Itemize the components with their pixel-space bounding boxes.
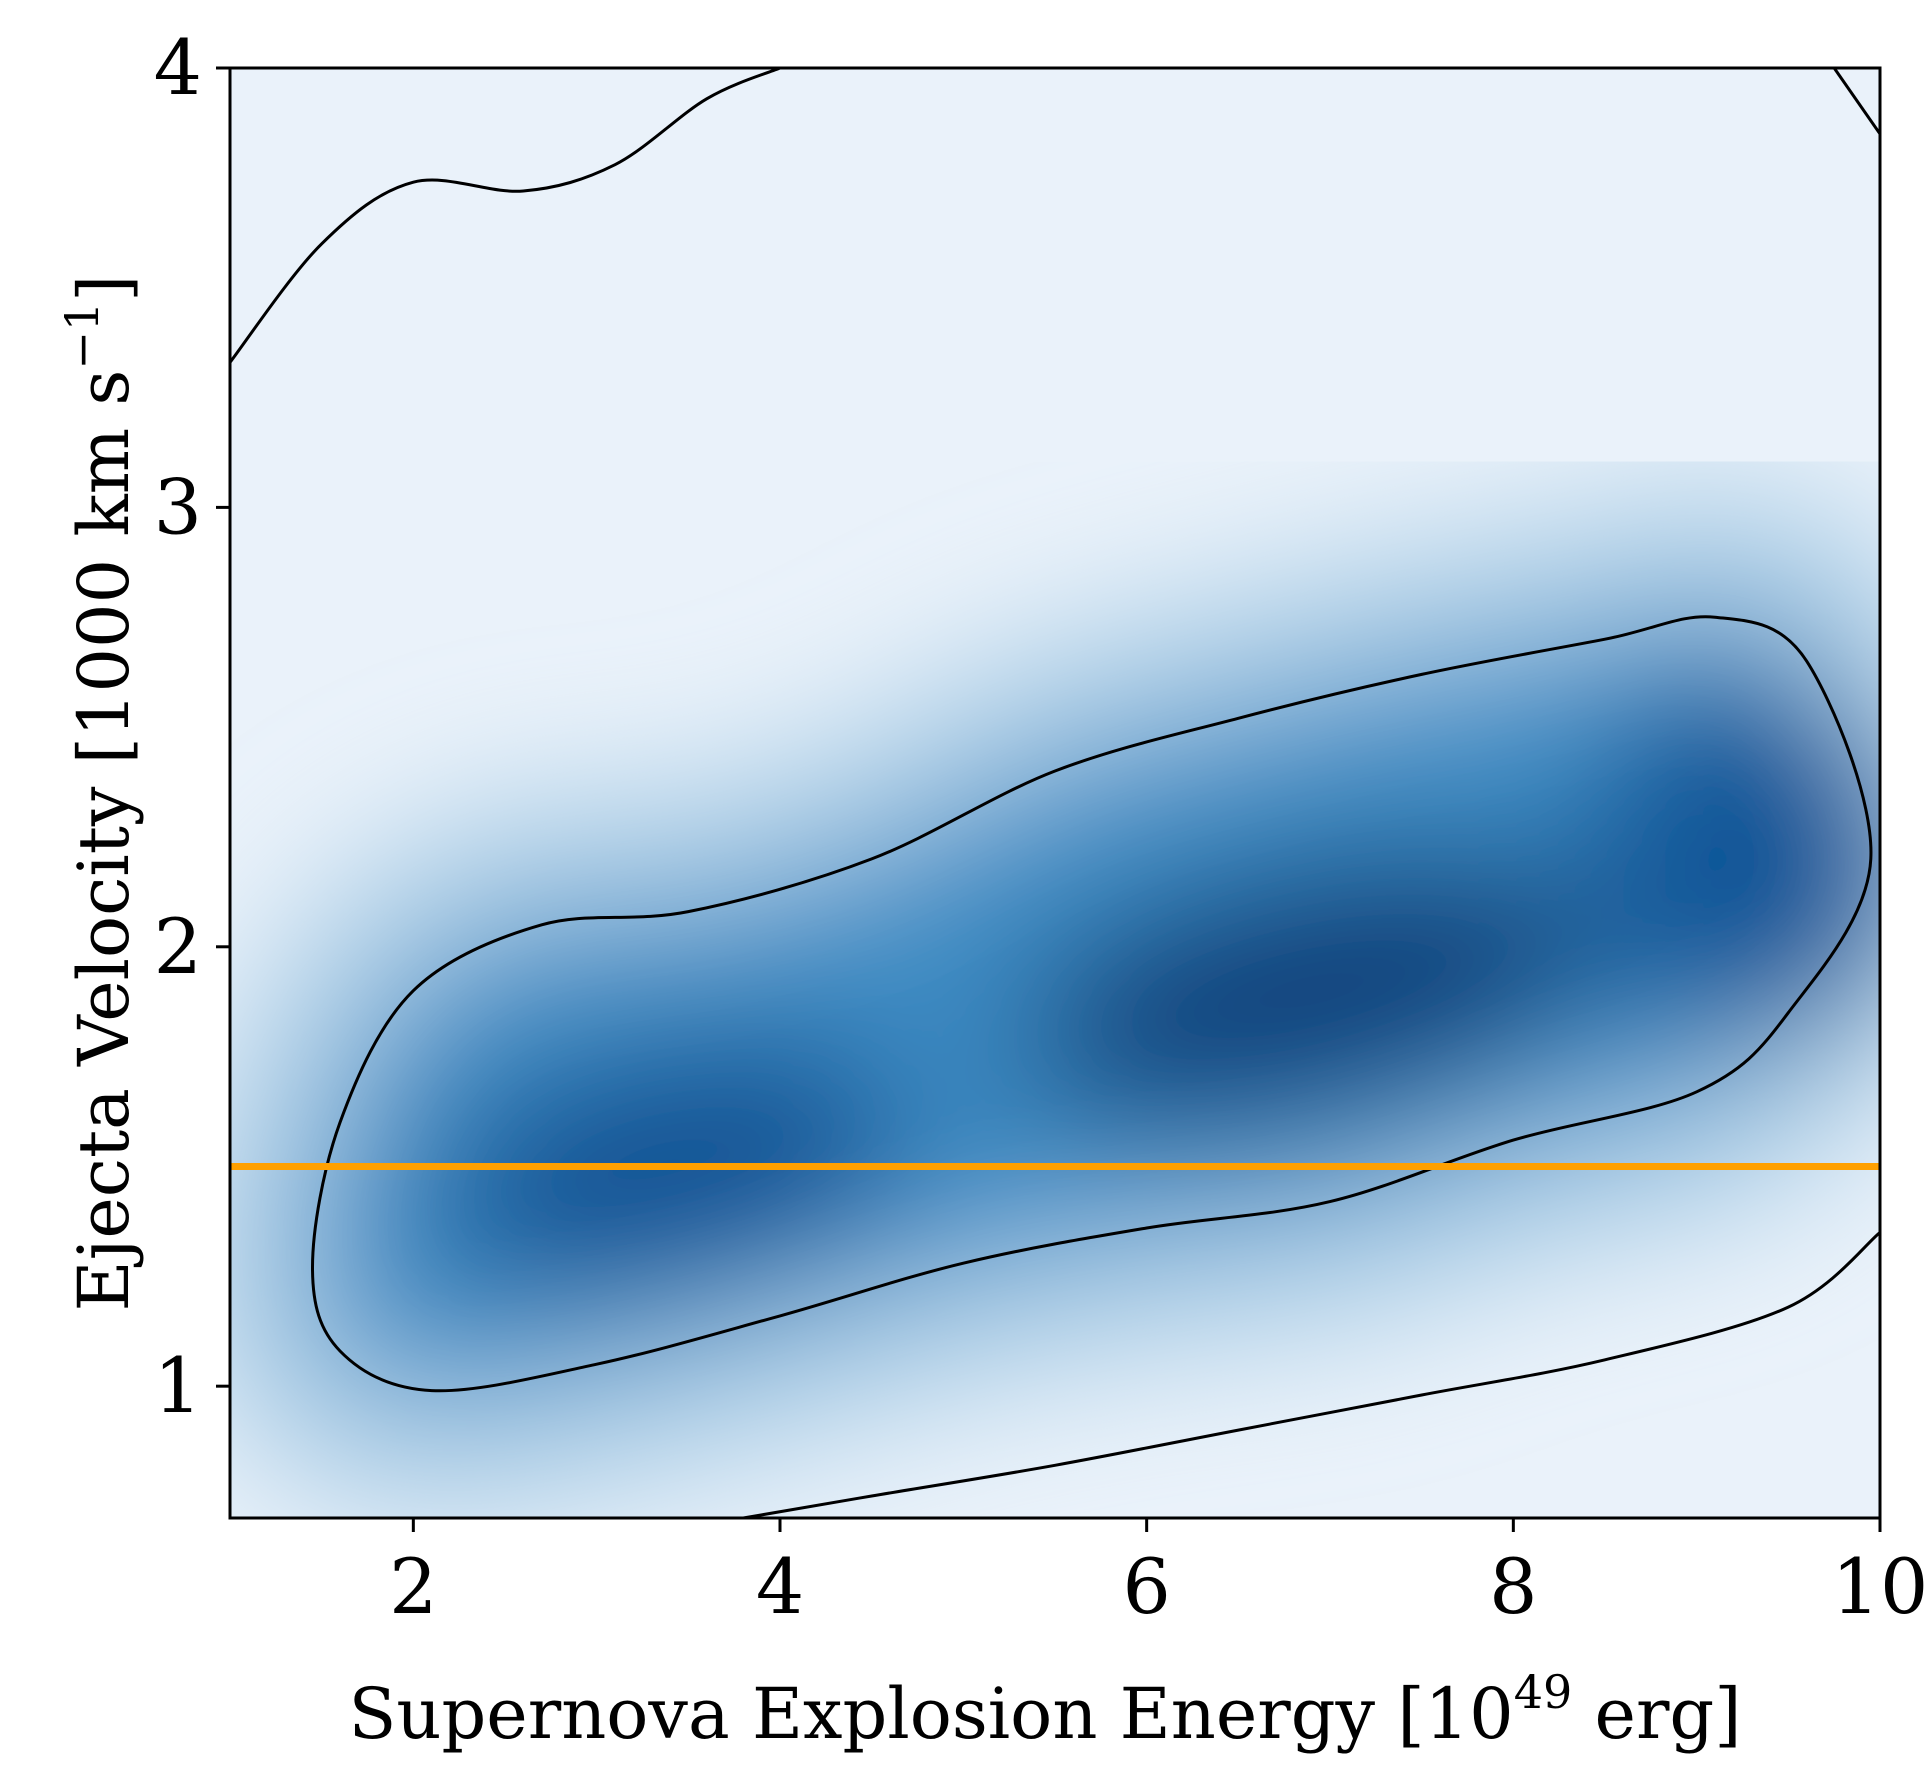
x-tick-label: 6 [1122,1542,1170,1631]
x-tick-label: 2 [389,1542,437,1631]
y-tick-label: 1 [154,1341,202,1430]
y-axis-suffix: ] [63,275,145,302]
x-axis-suffix: erg] [1572,1673,1741,1755]
x-axis-exponent: 49 [1514,1665,1573,1719]
y-axis-exponent: −1 [55,302,109,370]
y-tick-label: 2 [154,902,202,991]
x-tick-label: 10 [1832,1542,1929,1631]
x-tick-label: 8 [1489,1542,1537,1631]
x-axis-title: Supernova Explosion Energy [1049 erg] [348,1665,1741,1755]
y-axis-title: Ejecta Velocity [1000 km s−1] [55,275,145,1312]
y-tick-label: 4 [154,23,202,112]
y-tick-label: 3 [154,462,202,551]
x-tick-label: 4 [756,1542,804,1631]
